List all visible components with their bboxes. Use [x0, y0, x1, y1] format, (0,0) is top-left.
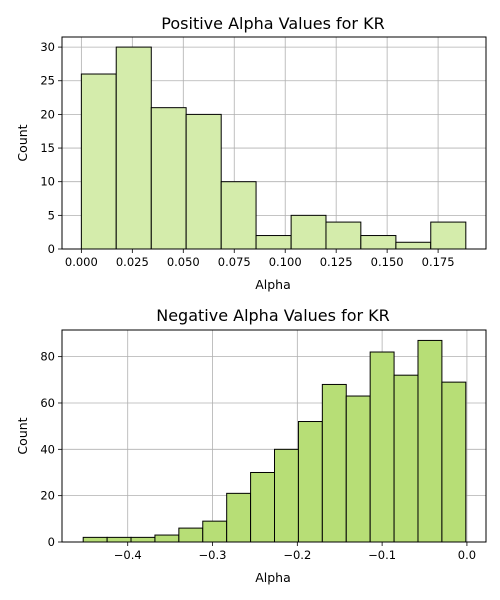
- histogram-bar: [297, 421, 323, 543]
- y-tick-label: 40: [40, 442, 55, 456]
- histogram-bar: [226, 492, 252, 543]
- histogram-bar: [441, 381, 467, 543]
- histogram-bar: [202, 520, 228, 543]
- histogram-bar: [82, 536, 108, 543]
- x-axis-label: Alpha: [255, 570, 291, 585]
- histogram-bar: [417, 339, 443, 543]
- histogram-bar: [106, 536, 132, 543]
- y-tick-label: 0: [48, 242, 55, 256]
- x-axis-label: Alpha: [255, 277, 291, 292]
- axis-ticks: 0.000 0.025 0.050 0.075 0.100 0.125 0.150 0.175…: [40, 40, 454, 269]
- histogram-bar: [250, 471, 276, 543]
- x-tick-label: 0.125: [320, 255, 353, 269]
- chart-title: Positive Alpha Values for KR: [161, 14, 384, 33]
- histogram-bar: [150, 107, 187, 250]
- axes-frame: [61, 329, 487, 543]
- x-tick-label: 0.075: [218, 255, 251, 269]
- histogram-bar: [395, 241, 432, 250]
- histogram-bar: [154, 534, 180, 543]
- y-tick-label: 20: [40, 107, 55, 121]
- x-tick-label: 0.0: [458, 548, 476, 562]
- histogram-bar: [430, 221, 467, 250]
- histogram-bar: [325, 221, 362, 250]
- histogram-bars: [82, 339, 467, 543]
- histogram-bar: [80, 73, 117, 250]
- x-tick-label: 0.050: [167, 255, 200, 269]
- x-tick-label: −0.4: [114, 548, 142, 562]
- histogram-bar: [255, 235, 292, 250]
- y-tick-label: 80: [40, 350, 55, 364]
- negative-alpha-histogram: Negative Alpha Values for KR −0.4 −0.3 −0.…: [15, 306, 487, 585]
- positive-alpha-histogram: Positive Alpha Values for KR 0.000 0.025 0…: [15, 14, 487, 292]
- histogram-bar: [274, 448, 299, 543]
- histogram-bar: [321, 383, 347, 543]
- histogram-bar: [393, 374, 419, 543]
- y-axis-label: Count: [15, 124, 30, 161]
- x-tick-label: 0.175: [422, 255, 455, 269]
- histogram-bar: [369, 351, 395, 543]
- x-tick-label: 0.025: [116, 255, 149, 269]
- y-tick-label: 20: [40, 489, 55, 503]
- y-tick-label: 10: [40, 175, 55, 189]
- histogram-bar: [178, 527, 204, 543]
- histogram-bar: [360, 235, 397, 250]
- histogram-bar: [185, 113, 222, 250]
- x-tick-label: −0.1: [368, 548, 396, 562]
- histogram-bar: [345, 395, 371, 543]
- histogram-bar: [220, 181, 257, 250]
- y-tick-label: 15: [40, 141, 55, 155]
- axis-ticks: −0.4 −0.3 −0.2 −0.1 0.0 0 20 40 60 80: [40, 350, 476, 562]
- axes-frame: [61, 36, 487, 250]
- x-tick-label: 0.150: [371, 255, 404, 269]
- y-tick-label: 5: [48, 208, 55, 222]
- x-tick-label: −0.3: [199, 548, 227, 562]
- histogram-bar: [115, 46, 152, 250]
- histogram-bars: [80, 46, 467, 250]
- x-tick-label: 0.100: [269, 255, 302, 269]
- histogram-bar: [290, 214, 327, 250]
- y-axis-label: Count: [15, 417, 30, 454]
- x-tick-label: −0.2: [283, 548, 311, 562]
- chart-title: Negative Alpha Values for KR: [156, 306, 390, 325]
- x-tick-label: 0.000: [65, 255, 98, 269]
- y-tick-label: 60: [40, 396, 55, 410]
- y-tick-label: 0: [48, 535, 55, 549]
- y-tick-label: 25: [40, 74, 55, 88]
- y-tick-label: 30: [40, 40, 55, 54]
- histogram-bar: [130, 536, 156, 543]
